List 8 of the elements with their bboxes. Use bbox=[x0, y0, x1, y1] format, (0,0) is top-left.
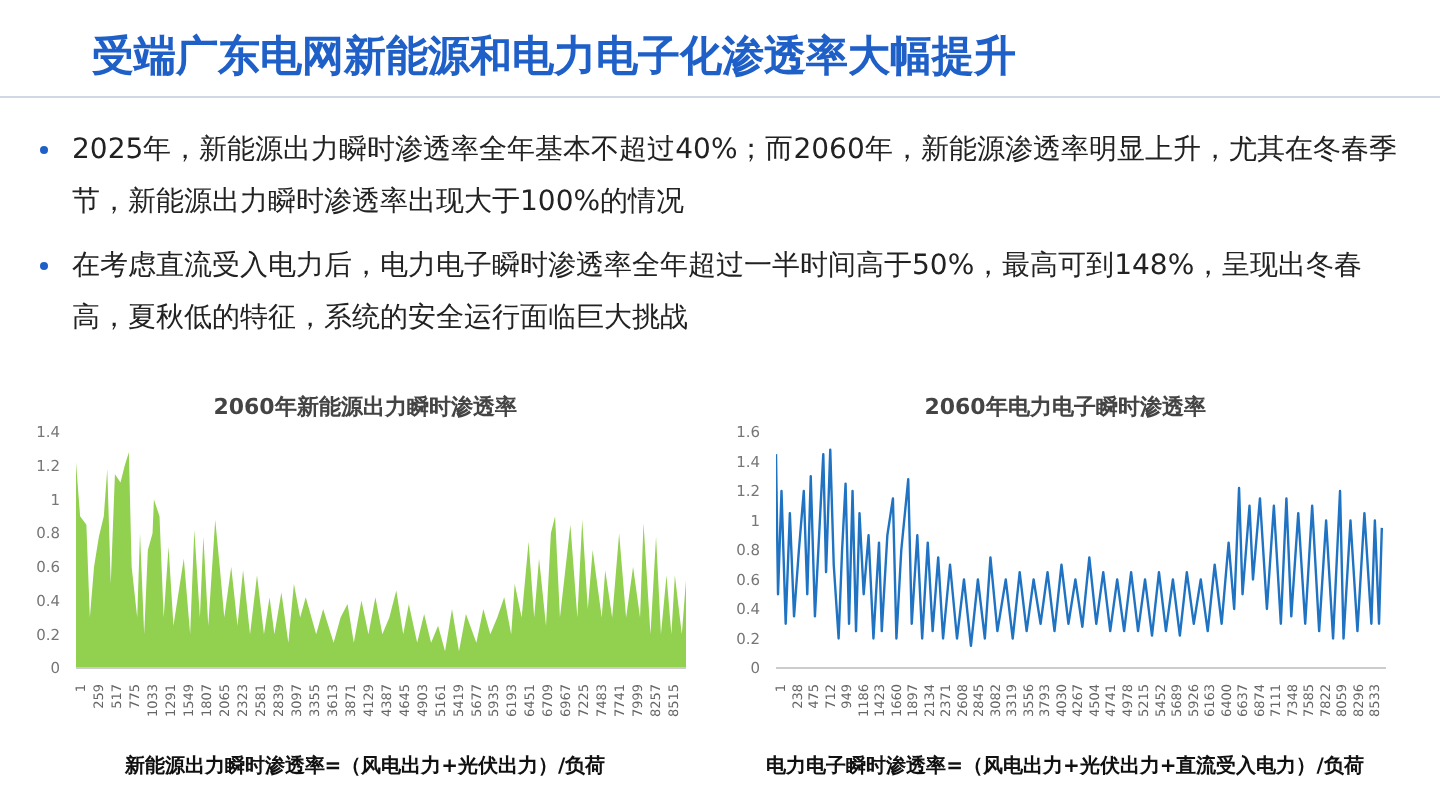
text: 新能源出力瞬时渗透率=（风电出力+光伏出力）/负荷 bbox=[122, 752, 608, 780]
chart-title: 2060年新能源出力瞬时渗透率 bbox=[211, 392, 519, 424]
text: 2025年，新能源出力瞬时渗透率全年基本不超过40%；而2060年，新能源渗透率明显上升，尤其在冬春季节，新能源出力瞬时渗透率出现大于100%的情况 bbox=[72, 132, 1399, 222]
line-series bbox=[776, 448, 1384, 648]
chart-title: 2060年电力电子瞬时渗透率 bbox=[922, 392, 1208, 424]
text: 受端广东电网新能源和电力电子化渗透率大幅提升 bbox=[92, 30, 1016, 84]
text: 电力电子瞬时渗透率=（风电出力+光伏出力+直流受入电力）/负荷 bbox=[764, 752, 1366, 780]
text: 在考虑直流受入电力后，电力电子瞬时渗透率全年超过一半时间高于50%，最高可到148%，呈现出冬春高，夏秋低的特征，系统的安全运行面临巨大挑战 bbox=[72, 248, 1365, 338]
